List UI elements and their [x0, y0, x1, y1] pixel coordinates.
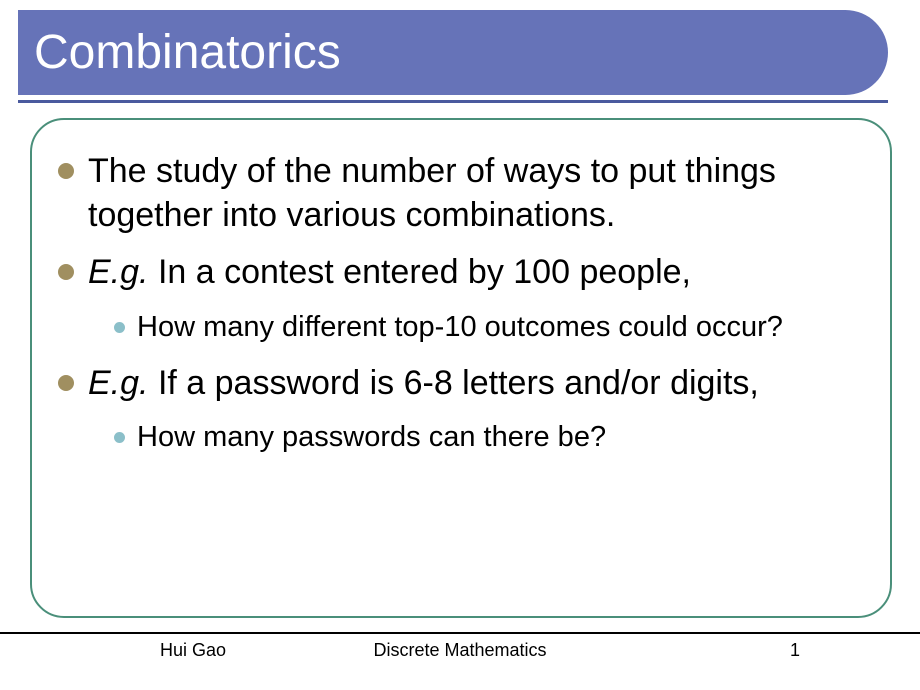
- bullet-item: The study of the number of ways to put t…: [58, 150, 874, 237]
- footer-page-number: 1: [790, 640, 800, 661]
- bullet-text: E.g. In a contest entered by 100 people,: [88, 251, 691, 295]
- bullet-dot-icon: [58, 163, 74, 179]
- footer-inner: Hui Gao Discrete Mathematics 1: [0, 640, 920, 670]
- bullet-text: E.g. If a password is 6-8 letters and/or…: [88, 362, 759, 406]
- sub-bullet-text: How many passwords can there be?: [137, 419, 606, 456]
- slide: Combinatorics The study of the number of…: [0, 0, 920, 690]
- bullet-item: E.g. In a contest entered by 100 people,: [58, 251, 874, 295]
- content-area: The study of the number of ways to put t…: [58, 150, 874, 472]
- footer-course-title: Discrete Mathematics: [0, 640, 920, 661]
- title-bar: Combinatorics: [18, 10, 888, 95]
- sub-bullet-dot-icon: [114, 322, 125, 333]
- sub-bullet-dot-icon: [114, 432, 125, 443]
- slide-title: Combinatorics: [34, 25, 341, 80]
- footer: Hui Gao Discrete Mathematics 1: [0, 632, 920, 670]
- bullet-dot-icon: [58, 264, 74, 280]
- title-underline: [18, 100, 888, 103]
- bullet-text: The study of the number of ways to put t…: [88, 150, 874, 237]
- bullet-dot-icon: [58, 375, 74, 391]
- sub-bullet-item: How many different top-10 outcomes could…: [114, 309, 874, 346]
- sub-bullet-item: How many passwords can there be?: [114, 419, 874, 456]
- sub-bullet-text: How many different top-10 outcomes could…: [137, 309, 783, 346]
- bullet-item: E.g. If a password is 6-8 letters and/or…: [58, 362, 874, 406]
